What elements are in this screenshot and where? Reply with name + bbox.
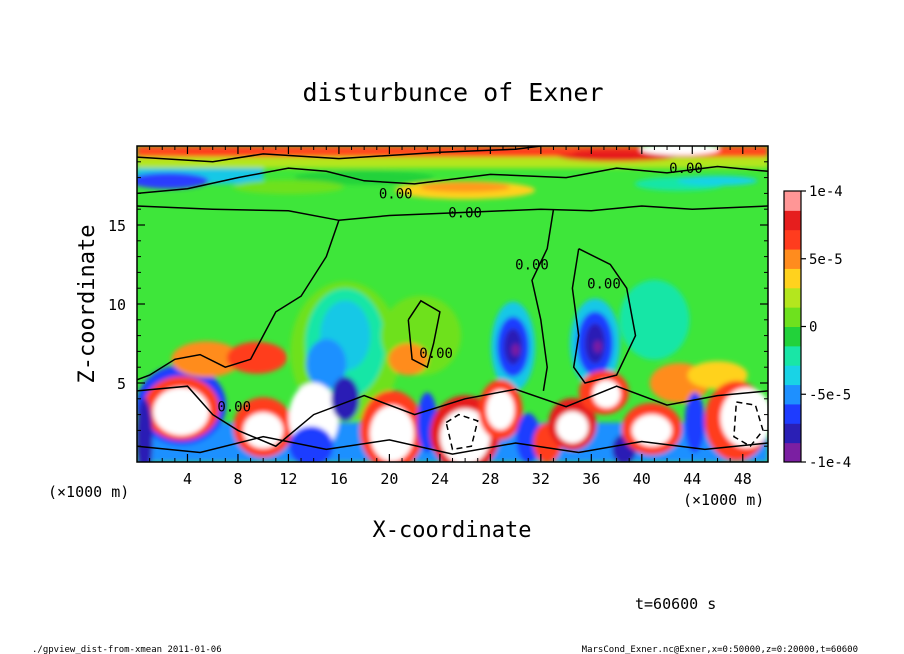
x-tick-label: 48 [734,470,752,488]
field-region [420,182,511,193]
contour-bottom [137,435,768,455]
colorbar-swatch [784,249,801,269]
x-tick-label: 20 [380,470,398,488]
x-axis-label: X-coordinate [373,518,532,543]
field-region [556,411,589,444]
footer-left: ./gpview_dist-from-xmean 2011-01-06 [32,645,222,654]
contour-small-lobe [407,299,441,369]
y-axis-label: Z-coordinate [75,225,100,384]
colorbar-tick-label: 5e-5 [809,252,843,268]
contour-upper [137,165,768,195]
colorbar-swatch [784,403,801,424]
contour-label: 0.00 [448,205,482,221]
x-tick-label: 24 [431,470,449,488]
field-band [137,157,768,169]
colorbar-swatch [784,229,801,250]
contour-negative [445,413,479,451]
colorbar-swatch [784,326,801,347]
field-region [294,170,435,185]
time-label: t=60600 s [635,595,716,613]
contour-label: 0.00 [587,276,621,292]
colorbar-tick-label: 1e-4 [809,184,843,200]
x-tick-label: 40 [633,470,651,488]
contour-lower [137,385,768,448]
y-tick-label: 15 [108,217,126,235]
contour-label: 0.00 [515,258,549,274]
x-tick-label: 44 [683,470,701,488]
contour-right-lobe [571,248,637,384]
colorbar-swatch [784,345,801,366]
chart-title: disturbunce of Exner [302,78,603,107]
x-tick-label: 8 [233,470,242,488]
x-tick-label: 16 [330,470,348,488]
field-region [243,412,284,449]
x-tick-label: 32 [532,470,550,488]
footer-right: MarsCond_Exner.nc@Exner,x=0:50000,z=0:20… [582,645,858,654]
contour-negative [733,401,764,448]
colorbar-tick-label: -1e-4 [809,455,851,471]
field-region [684,392,705,453]
contour-mid [137,205,768,222]
colorbar-tick-label: -5e-5 [809,387,851,403]
field-region [137,172,209,189]
y-axis: 5 10 15 [108,161,768,447]
field-region [226,341,287,374]
field-region [175,148,276,157]
field-region [388,343,429,376]
heatmap-field [137,146,768,462]
contour-center-lobe [531,209,555,392]
contour-labels: 0.00 0.00 0.00 0.00 0.00 0.00 0.00 [217,161,703,416]
colorbar-swatch [784,268,801,289]
field-region [137,398,153,462]
x-axis-unit-left: (×1000 m) [48,483,129,501]
contour-label: 0.00 [379,186,413,202]
field-region [631,414,672,447]
field-region [486,389,515,430]
field-region [369,405,414,462]
colorbar-swatch [784,307,801,327]
contour-label: 0.00 [217,400,251,416]
colorbar-swatch [784,384,801,405]
field-region [171,341,242,378]
x-tick-label: 28 [481,470,499,488]
colorbar-tick-label: 0 [809,320,817,336]
contour-label: 0.00 [669,161,703,177]
field-region [639,146,720,156]
x-tick-label: 4 [183,470,192,488]
field-region [289,426,334,462]
contour-left-lobe [137,220,340,381]
colorbar-swatch [784,210,801,231]
colorbar-swatch [784,365,801,386]
field-region [511,343,520,356]
x-tick-label: 36 [582,470,600,488]
colorbar-swatch [784,423,801,444]
field-region [593,340,602,353]
x-axis-unit-right: (×1000 m) [683,491,764,509]
field-region [233,180,344,195]
field-region [153,387,210,436]
colorbar-swatch [784,442,801,463]
field-region [677,175,758,186]
field-region [306,339,347,390]
y-tick-label: 10 [108,296,126,314]
field-region [619,279,690,360]
y-tick-label: 5 [117,375,126,393]
colorbar-swatch [784,287,801,308]
field-region [331,376,360,421]
x-axis: 4 8 12 16 20 24 28 32 36 40 44 48 [149,146,756,488]
colorbar-swatch [784,191,801,211]
field-region [720,387,768,448]
x-tick-label: 12 [279,470,297,488]
colorbar: 1e-4 5e-5 0 -5e-5 -1e-4 [783,184,851,471]
contour-label: 0.00 [419,346,453,362]
